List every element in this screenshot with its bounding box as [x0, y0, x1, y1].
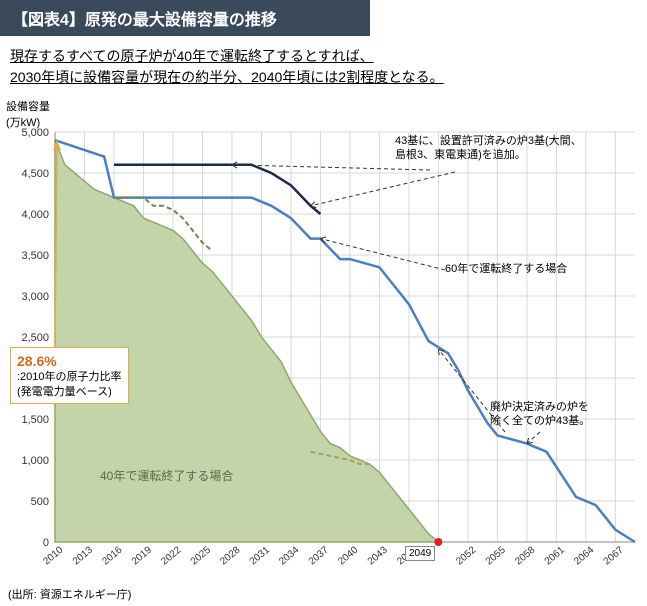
- svg-text:2019: 2019: [130, 544, 154, 567]
- svg-text:4,000: 4,000: [21, 209, 49, 221]
- svg-text:1,500: 1,500: [21, 414, 49, 426]
- svg-text:2055: 2055: [484, 544, 508, 567]
- svg-text:2025: 2025: [189, 544, 213, 567]
- svg-text:1,000: 1,000: [21, 455, 49, 467]
- figure-title: 【図表4】原発の最大設備容量の推移: [12, 12, 277, 29]
- svg-text:2028: 2028: [218, 544, 242, 567]
- svg-text:2013: 2013: [71, 544, 95, 567]
- svg-text:500: 500: [31, 496, 49, 508]
- subtitle-line-1: 現存するすべての原子炉が40年で運転終了するとすれば、: [10, 48, 374, 64]
- callout-2010-ratio: 28.6% :2010年の原子力比率 (発電電力量ベース): [10, 347, 129, 404]
- svg-text:2061: 2061: [543, 544, 567, 567]
- area-label-40yr: 40年で運転終了する場合: [100, 467, 233, 484]
- svg-text:2052: 2052: [454, 544, 478, 567]
- annotation-60yr: 60年で運転終了する場合: [445, 262, 567, 276]
- figure-subtitle: 現存するすべての原子炉が40年で運転終了するとすれば、 2030年頃に設備容量が…: [0, 36, 647, 92]
- annotation-add3: 43基に、設置許可済みの炉3基(大間、 島根3、東電東通)を追加。: [395, 134, 582, 163]
- svg-text:2043: 2043: [366, 544, 390, 567]
- svg-text:2,500: 2,500: [21, 332, 49, 344]
- svg-text:2022: 2022: [159, 544, 183, 567]
- chart-svg: 05001,0001,5002,0002,5003,0003,5004,0004…: [0, 92, 647, 582]
- y-axis-label: 設備容量 (万kW): [6, 98, 50, 130]
- svg-text:2040: 2040: [336, 544, 360, 567]
- subtitle-line-2: 2030年頃に設備容量が現在の約半分、2040年頃には2割程度となる。: [10, 69, 444, 85]
- chart-container: 設備容量 (万kW) 05001,0001,5002,0002,5003,000…: [0, 92, 647, 582]
- annotation-43reactors: 廃炉決定済みの炉を 除く全ての炉43基。: [490, 400, 590, 429]
- svg-text:2034: 2034: [277, 544, 301, 567]
- svg-text:2016: 2016: [100, 544, 124, 567]
- svg-text:2031: 2031: [248, 544, 272, 567]
- x-highlight-2049: 2049: [405, 546, 435, 561]
- svg-text:2067: 2067: [602, 544, 626, 567]
- svg-text:4,500: 4,500: [21, 168, 49, 180]
- figure-title-bar: 【図表4】原発の最大設備容量の推移: [0, 0, 370, 36]
- svg-text:2064: 2064: [572, 544, 596, 567]
- svg-text:0: 0: [43, 537, 49, 549]
- source-line: (出所: 資源エネルギー庁): [0, 582, 647, 606]
- svg-text:2058: 2058: [513, 544, 537, 567]
- svg-text:3,000: 3,000: [21, 291, 49, 303]
- svg-text:3,500: 3,500: [21, 250, 49, 262]
- svg-text:2037: 2037: [307, 544, 331, 567]
